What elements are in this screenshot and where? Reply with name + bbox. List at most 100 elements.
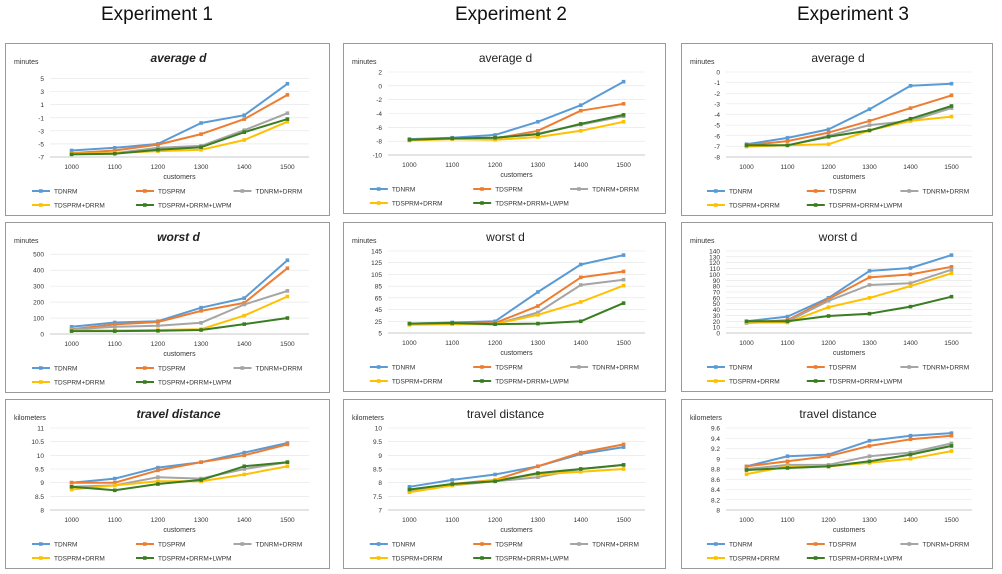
y-axis-unit-label: minutes — [690, 59, 715, 66]
y-tick-label: -10 — [373, 153, 383, 160]
x-tick-label: 1000 — [64, 341, 79, 348]
y-tick-label: -4 — [376, 111, 382, 118]
data-point — [285, 93, 290, 97]
legend-entry: TDNRM — [54, 542, 77, 549]
legend-marker — [39, 380, 43, 384]
y-tick-label: 9.2 — [711, 446, 720, 453]
legend-marker — [813, 365, 818, 369]
chart-panel-average-exp3: average d minutes -8 -7 -6 -5 -4 -3 -2 -1 0 1000 110… — [681, 43, 993, 216]
data-point — [285, 119, 290, 124]
data-point — [908, 116, 913, 121]
legend-entry: TDSPRM — [829, 365, 856, 372]
y-tick-label: 100 — [709, 272, 720, 279]
data-point — [407, 490, 412, 495]
legend-entry: TDSPRM — [158, 366, 185, 373]
x-tick-label: 1400 — [574, 162, 589, 169]
data-point — [908, 266, 913, 270]
data-point — [785, 454, 790, 458]
data-point — [242, 113, 247, 117]
data-point — [156, 146, 160, 150]
series-line-tdsprm — [71, 267, 289, 331]
series-line-tdsprm-drrm-lwpm — [71, 118, 288, 156]
x-tick-label: 1100 — [108, 164, 122, 171]
x-tick-label: 1400 — [237, 164, 252, 171]
y-tick-label: 60 — [713, 295, 721, 302]
legend-entry: TDNRM+DRRM — [592, 365, 639, 372]
data-point — [949, 114, 954, 119]
legend-marker — [143, 542, 147, 546]
data-point — [867, 269, 872, 273]
legend-entry: TDSPRM+DRRM+LWPM — [495, 379, 569, 386]
y-tick-label: 8 — [378, 480, 382, 487]
data-point — [826, 464, 831, 469]
data-point — [112, 322, 117, 327]
x-tick-label: 1000 — [402, 162, 417, 169]
y-tick-label: -1 — [38, 115, 44, 122]
y-tick-label: 25 — [375, 319, 383, 326]
legend-entry: TDSPRM+DRRM — [54, 203, 105, 210]
data-point — [867, 123, 872, 127]
legend-entry: TDNRM — [729, 189, 752, 196]
data-point — [908, 281, 913, 286]
legend-marker — [713, 189, 718, 193]
y-tick-label: -2 — [376, 97, 382, 104]
y-tick-label: 65 — [375, 295, 383, 302]
data-point — [949, 104, 954, 108]
y-axis-unit-label: kilometers — [14, 415, 46, 422]
data-point — [407, 484, 412, 489]
x-tick-label: 1100 — [781, 340, 795, 347]
data-point — [867, 311, 872, 316]
series-line-tdsprm-drrm — [746, 272, 952, 324]
legend-entry: TDNRM+DRRM — [256, 189, 303, 196]
legend-entry: TDSPRM+DRRM+LWPM — [495, 201, 569, 208]
data-point — [156, 479, 160, 484]
series-line-tdnrm-drrm — [746, 442, 952, 470]
legend-marker — [39, 366, 43, 370]
chart-panel-travel-exp1: travel distance kilometers 8 8.5 9 9.5 10 10.5 1… — [5, 399, 330, 569]
legend-marker — [376, 187, 381, 191]
data-point — [744, 143, 749, 148]
data-point — [578, 108, 583, 113]
data-point — [285, 111, 290, 115]
data-point — [578, 275, 583, 280]
data-point — [285, 289, 290, 293]
y-tick-label: 300 — [33, 284, 44, 291]
y-tick-label: 8.5 — [35, 494, 44, 501]
y-tick-label: 9 — [378, 453, 382, 460]
chart-title: average d — [811, 51, 864, 65]
y-tick-label: 80 — [713, 284, 721, 291]
x-tick-label: 1300 — [862, 164, 877, 171]
data-point — [621, 269, 626, 274]
data-point — [199, 145, 203, 149]
chart-panel-travel-exp2: travel distance kilometers 7 7.5 8 8.5 9 9.5 10 1… — [343, 399, 666, 569]
x-tick-label: 1100 — [108, 517, 122, 524]
data-point — [242, 464, 247, 469]
data-point — [69, 487, 74, 492]
data-point — [785, 143, 790, 148]
data-point — [112, 146, 117, 150]
data-point — [826, 135, 831, 139]
legend-entry: TDSPRM — [495, 542, 522, 549]
data-point — [156, 475, 160, 479]
legend-entry: TDSPRM+DRRM — [392, 379, 443, 386]
x-axis-title: customers — [163, 351, 196, 358]
chart-title: worst d — [485, 230, 525, 244]
data-point — [536, 471, 540, 475]
series-line-tdsprm — [71, 443, 288, 484]
data-point — [156, 465, 160, 470]
legend-marker — [376, 201, 381, 205]
data-point — [407, 321, 412, 326]
y-tick-label: 50 — [713, 301, 721, 308]
y-axis-unit-label: minutes — [690, 238, 715, 245]
x-tick-label: 1100 — [781, 517, 795, 524]
x-tick-label: 1400 — [574, 517, 589, 524]
y-tick-label: 1 — [40, 102, 44, 109]
legend-entry: TDSPRM — [495, 187, 522, 194]
data-point — [744, 464, 749, 469]
x-tick-label: 1300 — [531, 340, 546, 347]
legend-marker — [376, 556, 381, 560]
legend-marker — [240, 189, 245, 193]
y-tick-label: 8.2 — [711, 497, 720, 504]
legend-entry: TDSPRM+DRRM — [729, 379, 780, 386]
data-point — [536, 310, 540, 315]
